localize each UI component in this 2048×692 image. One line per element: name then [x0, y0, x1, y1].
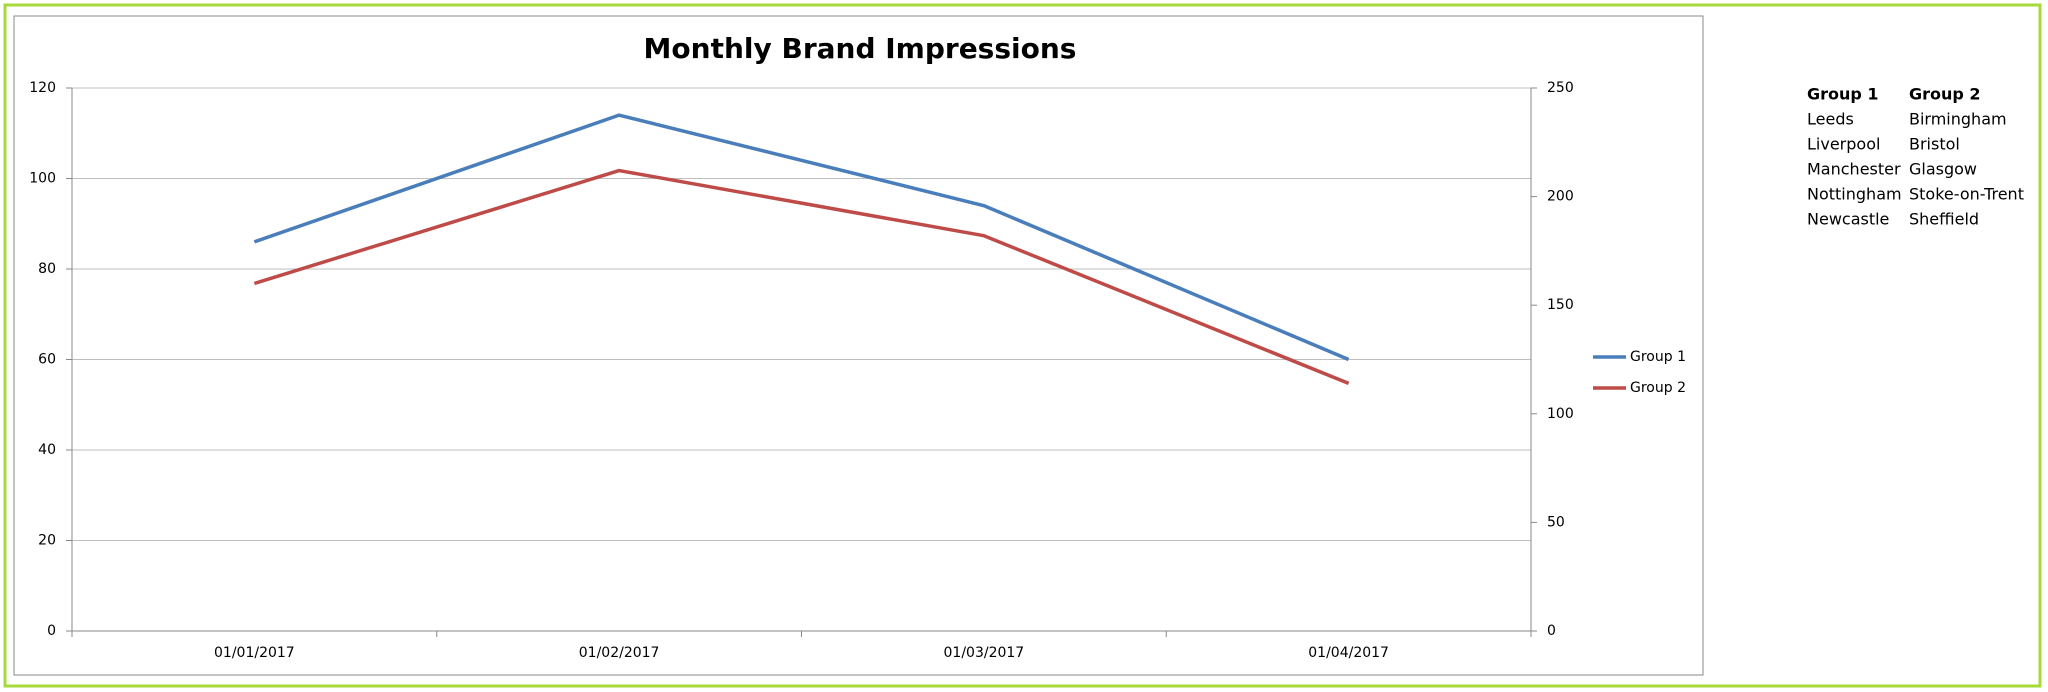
x-tick-label: 01/03/2017 [944, 645, 1025, 661]
table-cell: Stoke-on-Trent [1909, 185, 2024, 204]
outer-border [3, 3, 2042, 688]
table-cell: Nottingham [1807, 185, 1902, 204]
table-cell: Sheffield [1909, 210, 1979, 229]
y-tick-label: 40 [38, 442, 56, 458]
legend-label: Group 2 [1630, 380, 1686, 396]
y2-tick-label: 0 [1547, 623, 1556, 639]
x-tick-label: 01/04/2017 [1308, 645, 1389, 661]
table-cell: Leeds [1807, 110, 1854, 129]
table-header: Group 2 [1909, 85, 1981, 104]
chart-title: Monthly Brand Impressions [644, 32, 1077, 65]
series-line [253, 113, 1350, 362]
table-cell: Birmingham [1909, 110, 2007, 129]
table-cell: Bristol [1909, 135, 1960, 154]
y2-tick-label: 250 [1547, 80, 1574, 96]
table-cell: Manchester [1807, 160, 1901, 179]
y-tick-label: 20 [38, 533, 56, 549]
y-tick-label: 0 [47, 623, 56, 639]
x-tick-label: 01/01/2017 [214, 645, 295, 661]
table-header: Group 1 [1807, 85, 1879, 104]
y2-tick-label: 100 [1547, 406, 1574, 422]
table-cell: Glasgow [1909, 160, 1977, 179]
y-tick-label: 100 [29, 171, 56, 187]
chart-box [13, 15, 1704, 676]
y2-tick-label: 200 [1547, 189, 1574, 205]
y-tick-label: 120 [29, 80, 56, 96]
legend-label: Group 1 [1630, 349, 1686, 365]
y-tick-label: 80 [38, 261, 56, 277]
y2-tick-label: 150 [1547, 297, 1574, 313]
table-cell: Newcastle [1807, 210, 1889, 229]
y-tick-label: 60 [38, 352, 56, 368]
y2-tick-label: 50 [1547, 514, 1565, 530]
table-cell: Liverpool [1807, 135, 1880, 154]
series-line [253, 168, 1350, 386]
x-tick-label: 01/02/2017 [579, 645, 660, 661]
